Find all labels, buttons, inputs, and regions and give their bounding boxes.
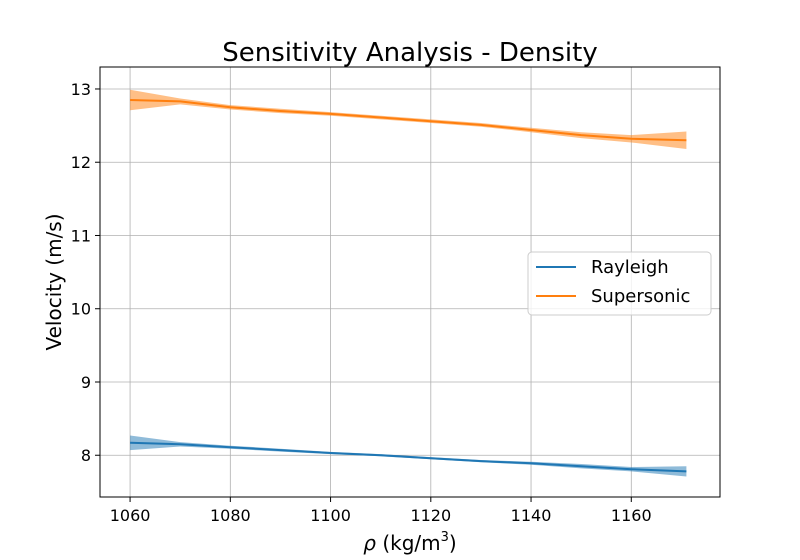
x-axis-label: ρ (kg/m3) [363, 530, 456, 555]
grid-lines [100, 67, 720, 497]
legend: Rayleigh Supersonic [527, 251, 712, 316]
x-axis-label-unit: (kg/m [382, 531, 440, 555]
y-tick-label: 10 [71, 300, 91, 319]
y-tick-label: 13 [71, 80, 91, 99]
series-lines [130, 99, 687, 473]
chart-title: Sensitivity Analysis - Density [222, 38, 598, 68]
y-tick-label: 12 [71, 153, 91, 172]
x-axis-label-symbol: ρ [363, 531, 376, 555]
axis-ticks: 1060 1080 1100 1120 1140 1160 8 9 10 11 12 13 [71, 80, 652, 525]
x-axis-label-close: ) [449, 531, 457, 555]
y-axis-label: Velocity (m/s) [42, 213, 66, 350]
x-tick-label: 1080 [210, 506, 251, 525]
x-tick-label: 1060 [110, 506, 151, 525]
legend-label-supersonic: Supersonic [591, 286, 690, 307]
legend-label-rayleigh: Rayleigh [591, 257, 669, 278]
line-rayleigh [130, 441, 687, 473]
y-tick-label: 8 [81, 446, 91, 465]
x-axis-label-exponent: 3 [441, 530, 449, 545]
plot-frame [99, 66, 721, 498]
y-tick-label: 9 [81, 373, 91, 392]
x-tick-label: 1120 [410, 506, 451, 525]
x-tick-label: 1160 [611, 506, 652, 525]
x-tick-label: 1100 [310, 506, 351, 525]
x-tick-label: 1140 [511, 506, 552, 525]
y-tick-label: 11 [71, 226, 91, 245]
line-supersonic [130, 99, 687, 142]
